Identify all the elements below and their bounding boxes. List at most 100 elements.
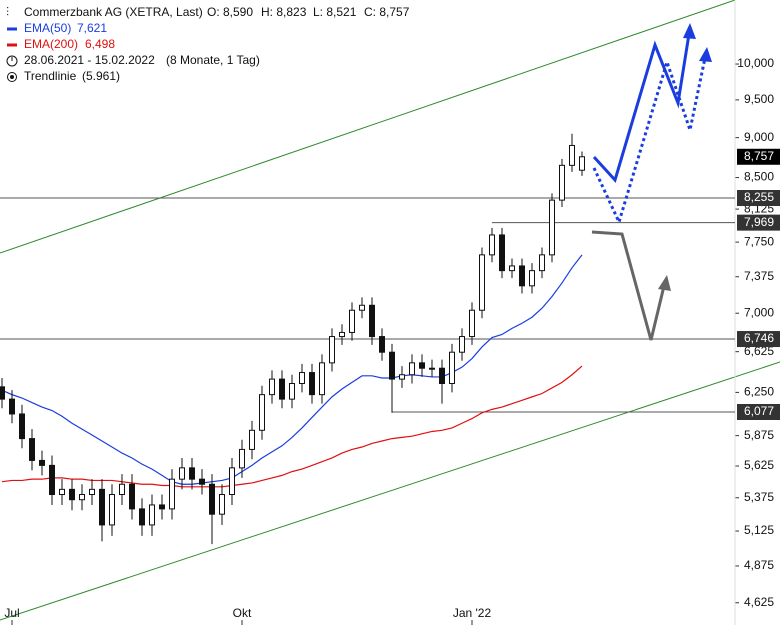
level-label: 8,255 [744, 190, 774, 204]
x-tick-label: Jan '22 [453, 606, 492, 620]
candle-body [129, 483, 135, 510]
legend-value: 6,498 [85, 37, 115, 51]
candle-body [439, 367, 445, 385]
candle-body [339, 331, 345, 338]
candle-body [369, 304, 375, 338]
level-box [737, 331, 780, 348]
y-tick-label: 5,625 [744, 458, 774, 472]
candle-body [199, 478, 205, 485]
candle-body [89, 488, 95, 496]
candle-body [49, 464, 55, 496]
candle-body [109, 494, 115, 526]
candle-body [579, 156, 585, 171]
legend-label: EMA(50) [24, 21, 71, 35]
candle-body [169, 478, 175, 510]
lower-channel [0, 361, 780, 621]
candle-body [119, 483, 125, 496]
candle-body [139, 508, 145, 526]
legend-label: EMA(200) [24, 37, 78, 51]
header-close: C: 8,757 [364, 5, 410, 19]
candle-body [569, 144, 575, 166]
candle-body [19, 413, 25, 440]
level-label: 7,969 [744, 215, 774, 229]
candle-body [489, 234, 495, 256]
candle-body [529, 270, 535, 287]
candle-body [179, 467, 185, 480]
forecast-gray [591, 230, 666, 341]
candle-body [459, 336, 465, 353]
y-tick-label: 5,375 [744, 490, 774, 504]
trendline-label: Trendlinie [24, 69, 77, 83]
candle-body [159, 504, 165, 510]
candle-body [79, 494, 85, 501]
level-box [737, 404, 780, 421]
y-tick-label: 9,000 [744, 130, 774, 144]
candle-body [9, 398, 15, 415]
level-box [737, 214, 780, 231]
level-label: 6,077 [744, 404, 774, 418]
candle-body [269, 378, 275, 396]
icon: ⫶ [6, 5, 9, 19]
candle-body [479, 254, 485, 311]
forecast-solid [592, 33, 691, 183]
y-tick-label: 8,500 [744, 170, 774, 184]
x-tick-label: Okt [233, 606, 252, 620]
y-tick-label: 10,000 [737, 56, 774, 70]
candle-body [309, 372, 315, 396]
candle-body [499, 234, 505, 272]
last-price-label: 8,757 [744, 149, 774, 163]
header-low: L: 8,521 [313, 5, 357, 19]
legend: ⫶ Commerzbank AG (XETRA, Last) O: 8,590 … [6, 5, 410, 83]
level-box [737, 190, 780, 207]
last-price-box [737, 148, 780, 165]
candle-body [279, 378, 285, 400]
ema-line [1, 365, 583, 488]
candle-body [559, 164, 565, 201]
candle-body [259, 394, 265, 431]
trend-icon [7, 72, 17, 82]
legend-value: 7,621 [77, 21, 107, 35]
candle-body [399, 374, 405, 380]
candle-body [409, 362, 415, 376]
trend-icon [10, 75, 14, 79]
y-tick-label: 4,625 [744, 595, 774, 609]
y-tick-label: 6,625 [744, 344, 774, 358]
y-tick-label: 7,000 [744, 305, 774, 319]
candle-body [189, 467, 195, 480]
forecast [591, 23, 712, 341]
y-tick-label: 5,875 [744, 428, 774, 442]
y-tick-label: 5,125 [744, 523, 774, 537]
y-tick-label: 7,750 [744, 234, 774, 248]
header-high: H: 8,823 [261, 5, 307, 19]
header-open: O: 8,590 [207, 5, 253, 19]
candle-body [419, 362, 425, 369]
candle-body [539, 254, 545, 272]
x-tick-label: Jul [4, 606, 19, 620]
candle-body [429, 367, 435, 370]
candle-body [319, 362, 325, 396]
arrowhead [658, 275, 671, 291]
y-tick-label: 6,250 [744, 385, 774, 399]
y-tick-label: 4,875 [744, 558, 774, 572]
level-label: 6,746 [744, 331, 774, 345]
candle-body [379, 336, 385, 353]
candle-body [149, 504, 155, 526]
candle-body [349, 309, 355, 333]
period-length: (8 Monate, 1 Tag) [166, 53, 260, 67]
clock-icon [6, 55, 18, 67]
candle-body [29, 438, 35, 461]
y-tick-label: 9,500 [744, 92, 774, 106]
candle-body [229, 467, 235, 496]
candle-body [509, 265, 515, 272]
candle-body [69, 488, 75, 501]
candle-body [99, 488, 105, 526]
candle-body [249, 429, 255, 450]
period: 28.06.2021 - 15.02.2022 [24, 53, 155, 67]
candle-body [209, 483, 215, 515]
arrowhead [683, 23, 696, 39]
y-tick-label: 7,375 [744, 269, 774, 283]
arrowhead [699, 47, 712, 62]
